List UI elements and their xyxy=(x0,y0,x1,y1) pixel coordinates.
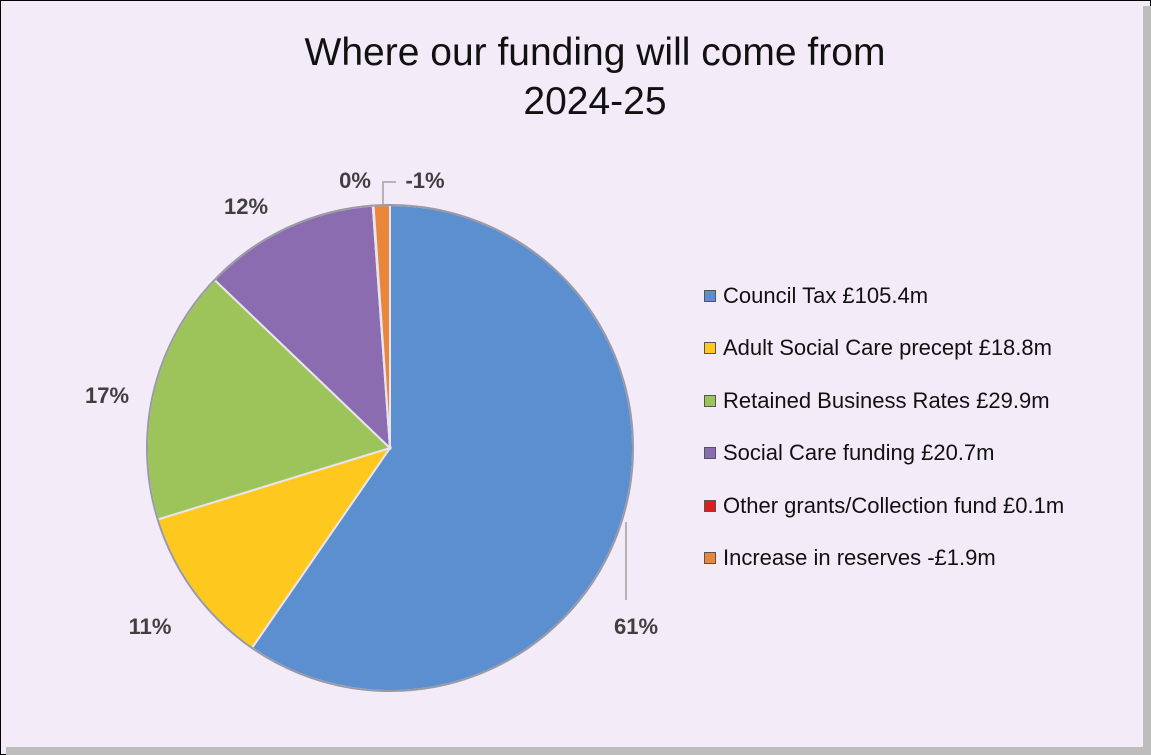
legend-item-other-grants: Other grants/Collection fund £0.1m xyxy=(704,492,1064,519)
data-label-other-grants: 0% xyxy=(339,168,371,193)
frame-shadow-bottom xyxy=(6,747,1151,755)
legend-swatch-social-care-funding xyxy=(704,447,716,459)
data-label-social-care-funding: 12% xyxy=(224,194,268,219)
chart-title-line-1: Where our funding will come from xyxy=(304,31,886,74)
legend-label-adult-social-care: Adult Social Care precept £18.8m xyxy=(723,335,1052,360)
frame-shadow-right xyxy=(1143,6,1151,755)
data-label-adult-social-care: 11% xyxy=(129,614,172,639)
chart-title: Where our funding will come from 2024-25 xyxy=(0,28,1151,126)
legend-swatch-business-rates xyxy=(704,394,716,407)
legend-label-reserves: Increase in reserves -£1.9m xyxy=(723,545,996,570)
legend-item-council-tax: Council Tax £105.4m xyxy=(704,282,1064,309)
legend-swatch-council-tax xyxy=(704,289,716,302)
legend-label-other-grants: Other grants/Collection fund £0.1m xyxy=(723,492,1065,518)
legend: Council Tax £105.4m Adult Social Care pr… xyxy=(704,282,1064,597)
leader-line-other-grants xyxy=(382,181,396,205)
data-label-council-tax: 61% xyxy=(614,614,658,639)
legend-swatch-adult-social-care xyxy=(704,342,716,354)
data-label-reserves: -1% xyxy=(405,168,444,193)
legend-item-business-rates: Retained Business Rates £29.9m xyxy=(704,387,1064,414)
legend-label-council-tax: Council Tax £105.4m xyxy=(723,282,929,308)
legend-label-business-rates: Retained Business Rates £29.9m xyxy=(723,387,1050,413)
pie-rim xyxy=(146,204,634,692)
legend-item-social-care-funding: Social Care funding £20.7m xyxy=(704,440,1064,467)
chart-title-line-2: 2024-25 xyxy=(523,80,667,123)
legend-swatch-reserves xyxy=(704,552,716,564)
legend-item-adult-social-care: Adult Social Care precept £18.8m xyxy=(704,335,1064,362)
legend-swatch-other-grants xyxy=(704,499,716,512)
legend-item-reserves: Increase in reserves -£1.9m xyxy=(704,545,1064,572)
data-label-business-rates: 17% xyxy=(85,383,129,408)
legend-label-social-care-funding: Social Care funding £20.7m xyxy=(723,440,995,465)
